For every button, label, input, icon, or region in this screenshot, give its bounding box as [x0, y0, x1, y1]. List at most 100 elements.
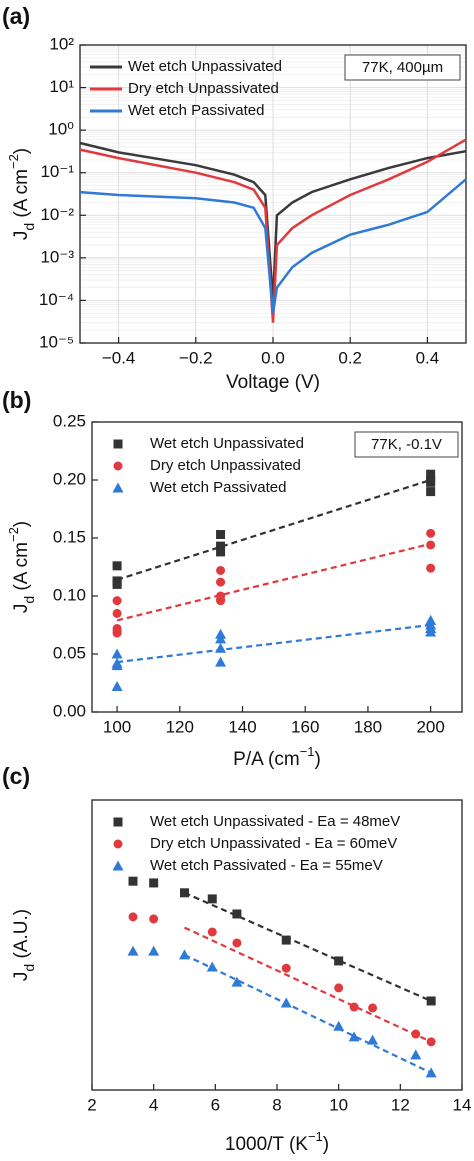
marker — [334, 956, 344, 966]
marker — [216, 547, 226, 557]
marker — [348, 1031, 360, 1042]
axis-label-part: ) — [11, 148, 32, 154]
marker — [216, 577, 226, 587]
marker — [207, 927, 217, 937]
marker — [215, 633, 227, 644]
marker — [426, 1037, 436, 1047]
legend-label: Dry etch Unpassivated - Ea = 60meV — [150, 835, 397, 852]
marker — [113, 461, 123, 471]
axis-label-part: −2 — [6, 527, 21, 542]
marker — [149, 914, 159, 924]
marker — [111, 660, 123, 671]
marker — [333, 1020, 345, 1031]
fit-line — [116, 542, 431, 622]
marker — [349, 1002, 359, 1012]
axis-label-part: d — [21, 596, 37, 604]
marker — [280, 997, 292, 1008]
marker — [425, 1067, 437, 1078]
annotation: 77K, 400µm — [362, 59, 443, 76]
axis-label-part: J — [11, 231, 32, 241]
annotation: 77K, -0.1V — [371, 436, 442, 453]
marker — [426, 563, 436, 573]
marker — [426, 469, 436, 479]
marker — [149, 878, 159, 888]
y-tick-label: 0.15 — [53, 527, 86, 546]
marker — [368, 1003, 378, 1013]
x-tick-label: −0.2 — [179, 348, 213, 367]
marker — [426, 487, 436, 497]
x-tick-label: 0.2 — [338, 348, 362, 367]
axis-label-part: d — [21, 964, 37, 972]
marker — [112, 561, 122, 571]
legend-label: Wet etch Unpassivated - Ea = 48meV — [150, 813, 400, 830]
legend-label: Wet etch Passivated - Ea = 55meV — [150, 857, 383, 874]
axis-label-part: P/A (cm — [233, 749, 300, 770]
panel-title: (a) — [2, 3, 30, 29]
marker — [207, 894, 217, 904]
axis-label: Jd (A cm−2) — [6, 148, 37, 240]
marker — [216, 530, 226, 540]
x-tick-label: 14 — [453, 1095, 472, 1114]
marker — [111, 648, 123, 659]
marker — [426, 996, 436, 1006]
axis-label: Jd (A.U.) — [11, 909, 37, 981]
legend-label: Dry etch Unpassivated — [150, 457, 301, 474]
marker — [426, 528, 436, 538]
marker — [180, 888, 189, 898]
marker — [425, 626, 437, 637]
y-tick-label: 10⁻¹ — [40, 162, 74, 181]
y-tick-label: 10⁻⁵ — [39, 332, 74, 351]
marker — [127, 945, 139, 956]
y-tick-label: 10⁰ — [48, 120, 74, 139]
x-tick-label: 200 — [416, 717, 444, 736]
axis-label-part: ) — [315, 749, 321, 770]
axis-label-part: −2 — [6, 154, 21, 169]
x-tick-label: 6 — [211, 1095, 220, 1114]
marker — [111, 680, 123, 691]
axis-label-part: d — [21, 223, 37, 231]
x-tick-label: 2 — [87, 1095, 96, 1114]
marker — [128, 876, 138, 886]
y-tick-label: 10⁻⁴ — [39, 290, 74, 309]
y-tick-label: 10⁻³ — [40, 247, 74, 266]
y-tick-label: 0.25 — [53, 411, 86, 430]
marker — [426, 540, 436, 550]
marker — [206, 961, 218, 972]
marker — [112, 860, 124, 871]
fit-line — [184, 891, 432, 1003]
axis-label: Jd (A cm−2) — [6, 521, 37, 613]
y-tick-label: 10² — [49, 34, 74, 53]
legend-label: Wet etch Unpassivated — [150, 435, 304, 452]
plot-frame — [91, 421, 463, 713]
axis-label-part: ) — [11, 521, 32, 527]
y-tick-label: 0.20 — [53, 469, 86, 488]
marker — [410, 1049, 422, 1060]
axis-label-part: −1 — [300, 744, 315, 759]
marker — [232, 938, 242, 948]
y-tick-label: 0.00 — [53, 701, 86, 720]
axis-label-part: Voltage (V) — [226, 372, 320, 393]
data-line — [79, 178, 467, 314]
marker — [113, 439, 123, 449]
marker — [216, 565, 226, 575]
marker — [128, 912, 138, 922]
y-tick-label: 0.10 — [53, 585, 86, 604]
marker — [216, 596, 226, 606]
axis-label-part: (A cm — [11, 542, 32, 596]
marker — [281, 935, 291, 945]
plot-frame — [79, 44, 467, 344]
plot-frame — [91, 799, 463, 1091]
legend-label: Wet etch Unpassivated — [128, 58, 282, 75]
marker — [112, 576, 122, 586]
marker — [232, 909, 242, 919]
legend-label: Wet etch Passivated — [150, 479, 286, 496]
data-line — [79, 138, 467, 323]
x-tick-label: 10 — [329, 1095, 348, 1114]
marker — [215, 642, 227, 653]
y-tick-label: 0.05 — [53, 643, 86, 662]
panel-title: (b) — [2, 387, 31, 413]
marker — [367, 1034, 379, 1045]
axis-label-part: (A.U.) — [11, 909, 32, 964]
y-tick-label: 10¹ — [49, 77, 74, 96]
